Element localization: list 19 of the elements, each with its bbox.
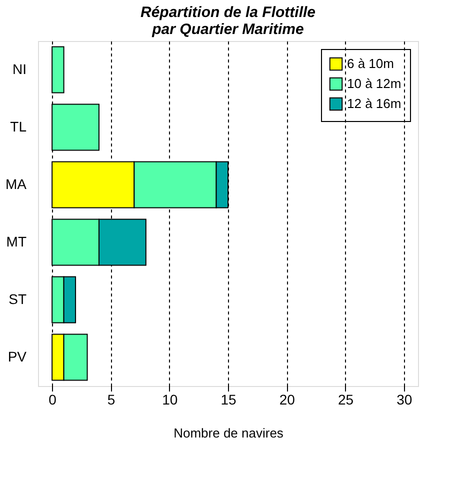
y-tick-label: MA [6, 176, 28, 192]
x-tick-label: 15 [220, 392, 236, 408]
legend-label: 6 à 10m [347, 56, 394, 71]
x-tick-label: 25 [338, 392, 354, 408]
y-tick-label: MT [6, 233, 27, 250]
legend-label: 12 à 16m [347, 96, 402, 111]
x-tick-label: 10 [162, 392, 178, 408]
legend-label: 10 à 12m [347, 76, 402, 91]
x-tick-label: 20 [279, 392, 296, 408]
chart-title: Répartition de la Flottille par Quartier Maritime [140, 4, 316, 38]
y-tick-label: ST [8, 290, 27, 307]
x-tick-label: 5 [107, 392, 116, 408]
y-tick-label: NI [12, 60, 26, 77]
bar [52, 46, 64, 94]
x-tick-label: 30 [396, 392, 412, 408]
x-tick-label: 0 [48, 392, 57, 408]
y-tick-label: TL [10, 118, 27, 134]
y-tick-label: PV [8, 348, 28, 364]
x-axis-title: Nombre de navires [174, 426, 284, 440]
